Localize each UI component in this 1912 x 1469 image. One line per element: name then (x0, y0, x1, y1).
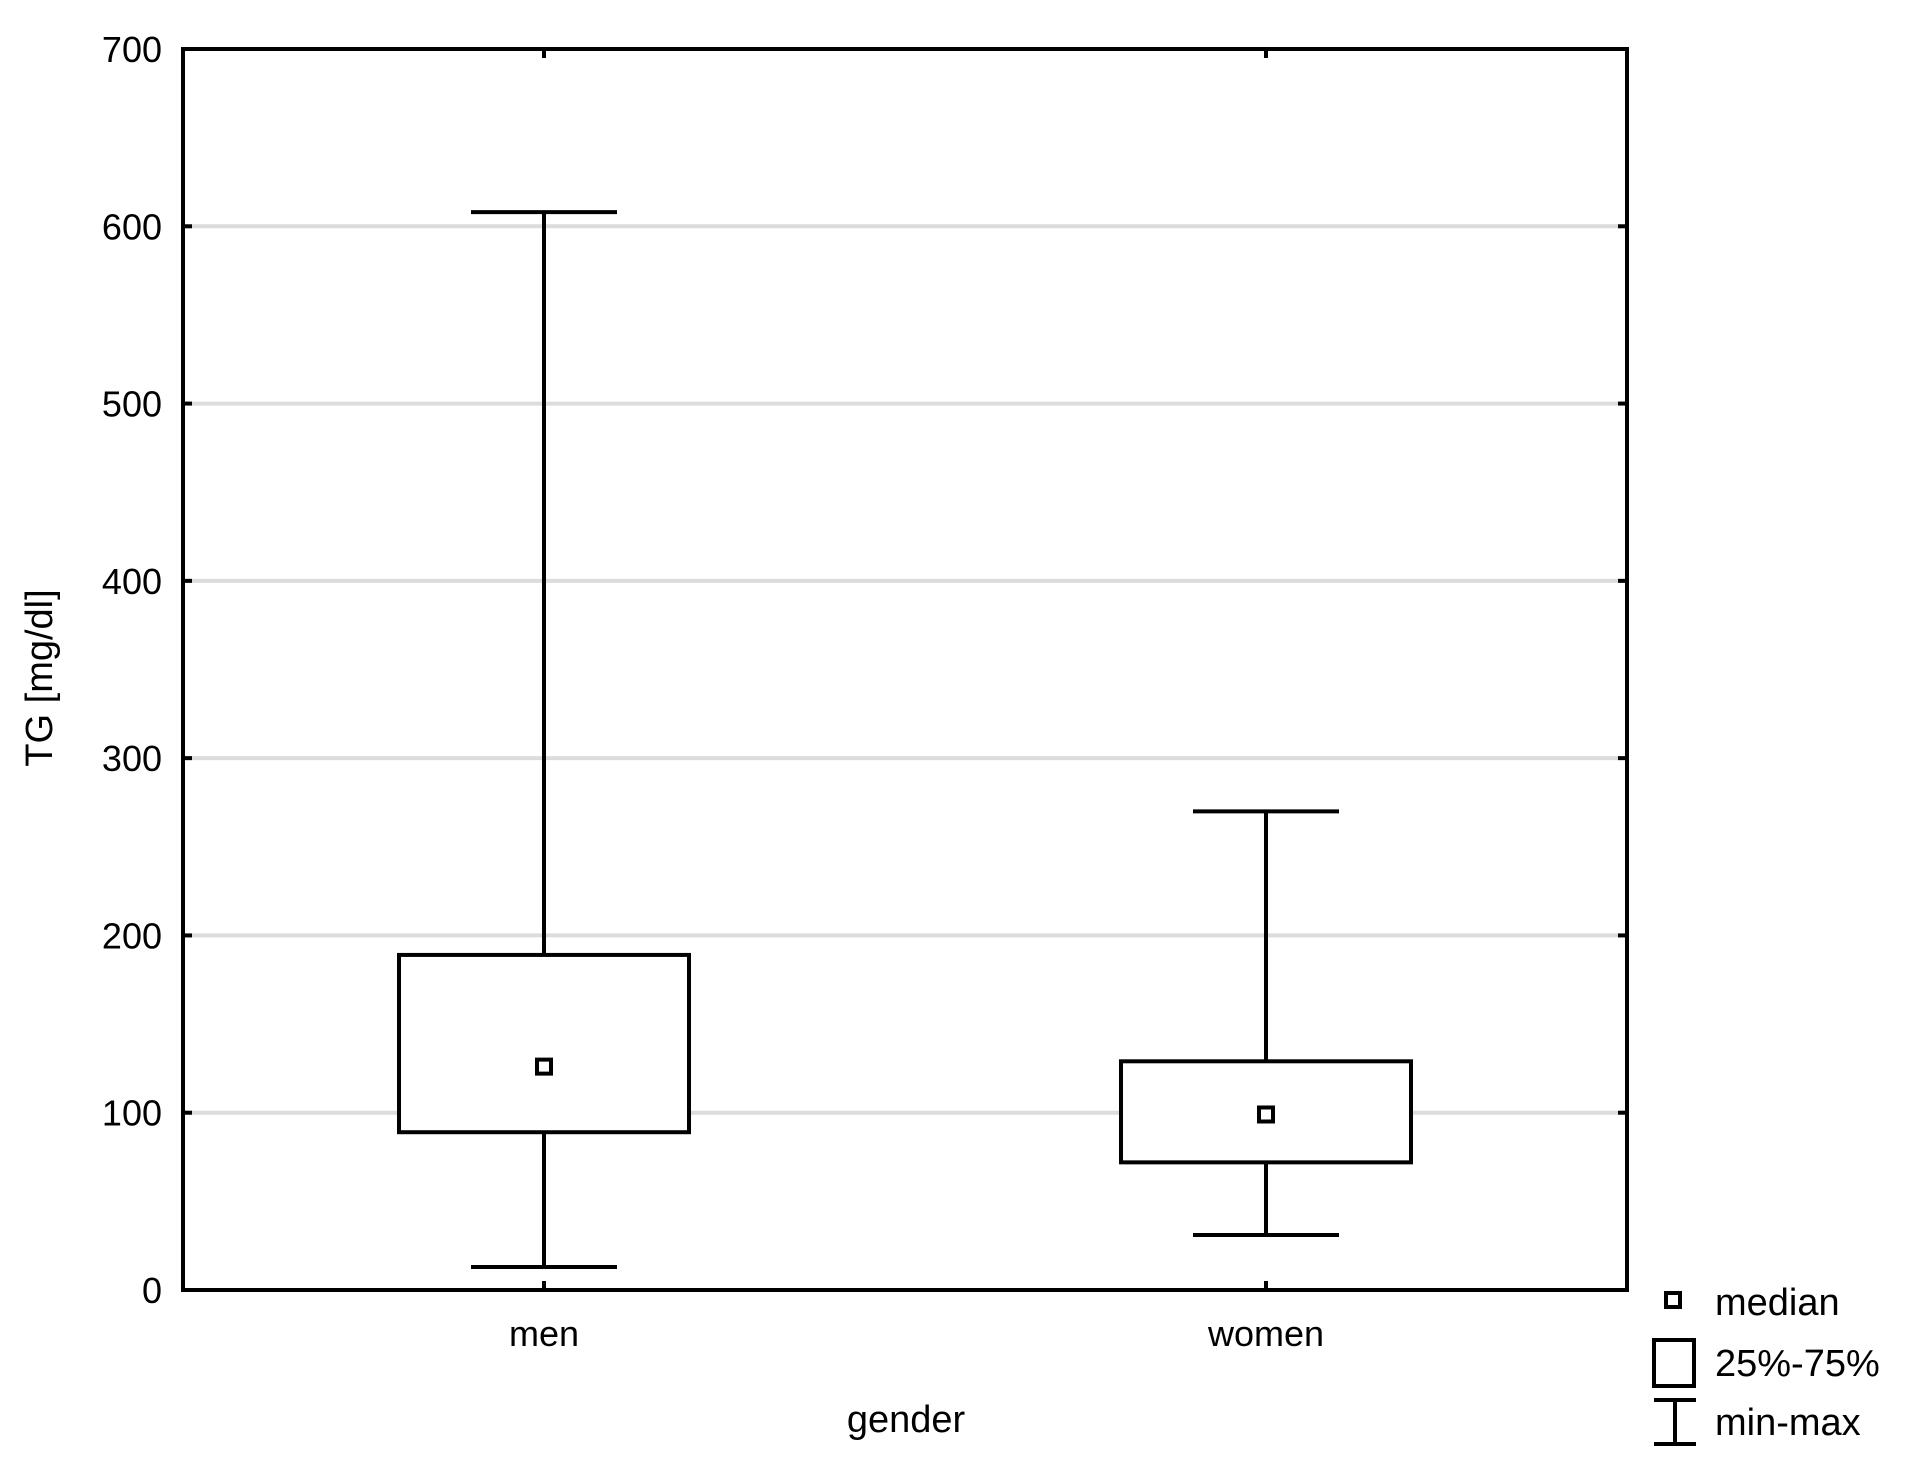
plot-area (181, 47, 1629, 1292)
y-tick-label-500: 500 (102, 384, 162, 425)
box-men (397, 210, 691, 1269)
legend-item-box: 25%-75% (1652, 1338, 1880, 1388)
legend-label-whisker: min-max (1715, 1402, 1861, 1444)
y-tick-label-300: 300 (102, 738, 162, 779)
x-tick-label-women: women (1207, 1313, 1324, 1354)
median-marker-men (535, 1057, 553, 1076)
y-tick-label-100: 100 (102, 1093, 162, 1134)
y-axis-title: TG [mg/dl] (19, 589, 61, 766)
box-women (1119, 809, 1413, 1238)
legend-item-median: median (1664, 1282, 1840, 1324)
x-axis: men women (509, 49, 1324, 1354)
x-tick-label-men: men (509, 1313, 579, 1354)
legend-label-box: 25%-75% (1715, 1343, 1880, 1385)
median-marker-women (1257, 1105, 1275, 1124)
legend-box-marker (1652, 1338, 1696, 1388)
iqr-box-men (397, 952, 691, 1135)
legend: median 25%-75% min-max (1652, 1282, 1880, 1446)
y-tick-label-600: 600 (102, 206, 162, 247)
x-axis-title: gender (847, 1399, 966, 1441)
legend-item-whisker: min-max (1654, 1398, 1861, 1446)
y-tick-label-400: 400 (102, 561, 162, 602)
y-tick-label-700: 700 (102, 29, 162, 70)
y-tick-label-200: 200 (102, 915, 162, 956)
legend-median-marker (1664, 1291, 1682, 1309)
plot-frame (181, 47, 1629, 1292)
y-axis: 0 100 200 300 400 500 600 700 (102, 29, 1627, 1311)
y-tick-label-0: 0 (142, 1270, 162, 1311)
legend-label-median: median (1715, 1282, 1840, 1324)
